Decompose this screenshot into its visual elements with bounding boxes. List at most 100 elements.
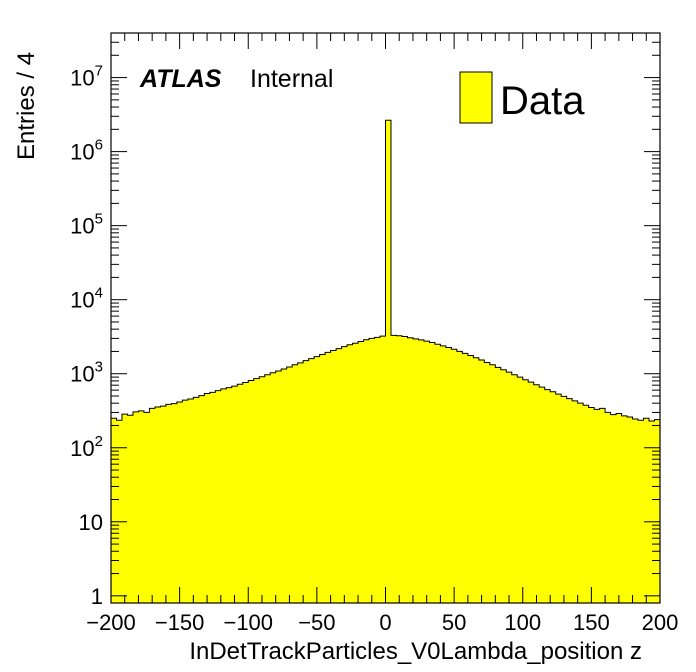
y-tick-label: 103 (70, 359, 103, 387)
histogram-bin (336, 348, 342, 603)
legend-entry-data: Data (500, 79, 585, 123)
x-axis-ticks (110, 33, 661, 603)
histogram-bin (132, 411, 139, 603)
histogram-bin (149, 408, 156, 603)
histogram-bin (594, 409, 600, 603)
y-tick-label: 107 (70, 63, 103, 91)
histogram-bin (330, 350, 337, 603)
histogram-bin (610, 414, 617, 603)
histogram-bin (412, 338, 419, 603)
histogram-bin (242, 382, 249, 603)
x-tick-label: −150 (155, 610, 205, 635)
histogram-bars (111, 120, 661, 603)
x-tick-label: −100 (223, 610, 273, 635)
histogram-bin (539, 387, 546, 603)
histogram-bin (566, 398, 573, 603)
histogram-bin (599, 408, 606, 603)
histogram-bin (451, 349, 458, 603)
histogram-bin (111, 418, 117, 603)
atlas-label: ATLAS (139, 65, 222, 93)
histogram-bin (215, 390, 222, 603)
histogram-bin (478, 360, 485, 603)
x-tick-label: 0 (379, 610, 391, 635)
histogram-bin (171, 403, 178, 603)
x-tick-label: −200 (86, 610, 136, 635)
histogram-bin (347, 344, 353, 603)
histogram-bin (407, 337, 414, 603)
histogram-bin (638, 420, 644, 603)
histogram-bin (121, 414, 128, 603)
histogram-bin (522, 379, 529, 603)
histogram-bin (116, 420, 123, 603)
y-tick-label: 104 (70, 285, 103, 313)
histogram-bin (429, 342, 436, 603)
histogram-bin (550, 391, 556, 603)
histogram-bin (500, 369, 507, 603)
histogram-bin (248, 380, 255, 603)
histogram-bin (423, 341, 430, 603)
histogram-bin (352, 343, 359, 603)
histogram-bin (231, 386, 238, 603)
histogram-bin (649, 420, 655, 603)
histogram-bin (253, 378, 260, 603)
x-axis-tick-labels: −200 −150 −100 −50 0 50 100 150 200 (86, 610, 678, 635)
histogram-bin (286, 367, 293, 603)
histogram-bin (220, 388, 227, 603)
histogram-bin (358, 341, 364, 603)
histogram-bin (517, 377, 524, 603)
histogram-bin (555, 394, 562, 603)
histogram-bin (473, 357, 480, 603)
histogram-bin (528, 382, 535, 603)
histogram-bin (632, 418, 639, 603)
histogram-bin (616, 413, 622, 603)
histogram-bin (484, 362, 491, 603)
histogram-bin (138, 410, 145, 603)
histogram-bin (193, 397, 200, 603)
histogram-bin (143, 412, 150, 603)
histogram-bin (627, 417, 633, 603)
histogram-bin (154, 407, 161, 603)
histogram-bin (654, 419, 661, 603)
y-tick-label: 1 (91, 584, 103, 609)
histogram-bin (533, 384, 540, 603)
histogram-bin (577, 403, 584, 603)
histogram-bin (385, 120, 392, 603)
histogram-bin (561, 396, 567, 603)
histogram-bin (467, 355, 474, 603)
histogram-bin (264, 374, 271, 603)
histogram-bin (621, 415, 628, 603)
y-tick-label: 105 (70, 211, 103, 239)
histogram-bin (506, 372, 513, 603)
histogram-bin (204, 393, 211, 603)
histogram-bin (462, 353, 469, 603)
legend-swatch (459, 71, 493, 124)
histogram-bin (259, 376, 266, 603)
x-tick-label: 200 (642, 610, 679, 635)
y-tick-label: 10 (79, 510, 103, 535)
histogram-bin (237, 384, 244, 603)
histogram-bin (418, 339, 425, 603)
histogram-bin (396, 335, 403, 603)
histogram-bin (369, 338, 375, 603)
histogram-bin (160, 406, 167, 603)
histogram-bin (292, 364, 298, 603)
histogram-bin (380, 336, 386, 603)
atlas-status-label: Internal (250, 65, 333, 93)
histogram-outline (111, 119, 660, 422)
histogram-bin (374, 337, 381, 603)
y-tick-label: 102 (70, 433, 103, 461)
histogram-bin (314, 356, 320, 603)
x-axis-title: InDetTrackParticles_V0Lambda_position z (189, 638, 642, 665)
histogram-bin (281, 368, 287, 603)
histogram-bin (544, 389, 551, 603)
histogram-bin (319, 354, 326, 603)
histogram-bin (489, 364, 496, 603)
histogram-bin (187, 399, 194, 603)
y-axis-tick-labels: 1 10 102 103 104 105 106 107 (70, 63, 103, 609)
histogram-bin (226, 387, 233, 603)
histogram-bin (583, 405, 589, 603)
histogram-bin (275, 370, 282, 603)
histogram-bin (572, 400, 578, 603)
histogram-bin (127, 415, 134, 603)
histogram-bin (434, 344, 441, 603)
